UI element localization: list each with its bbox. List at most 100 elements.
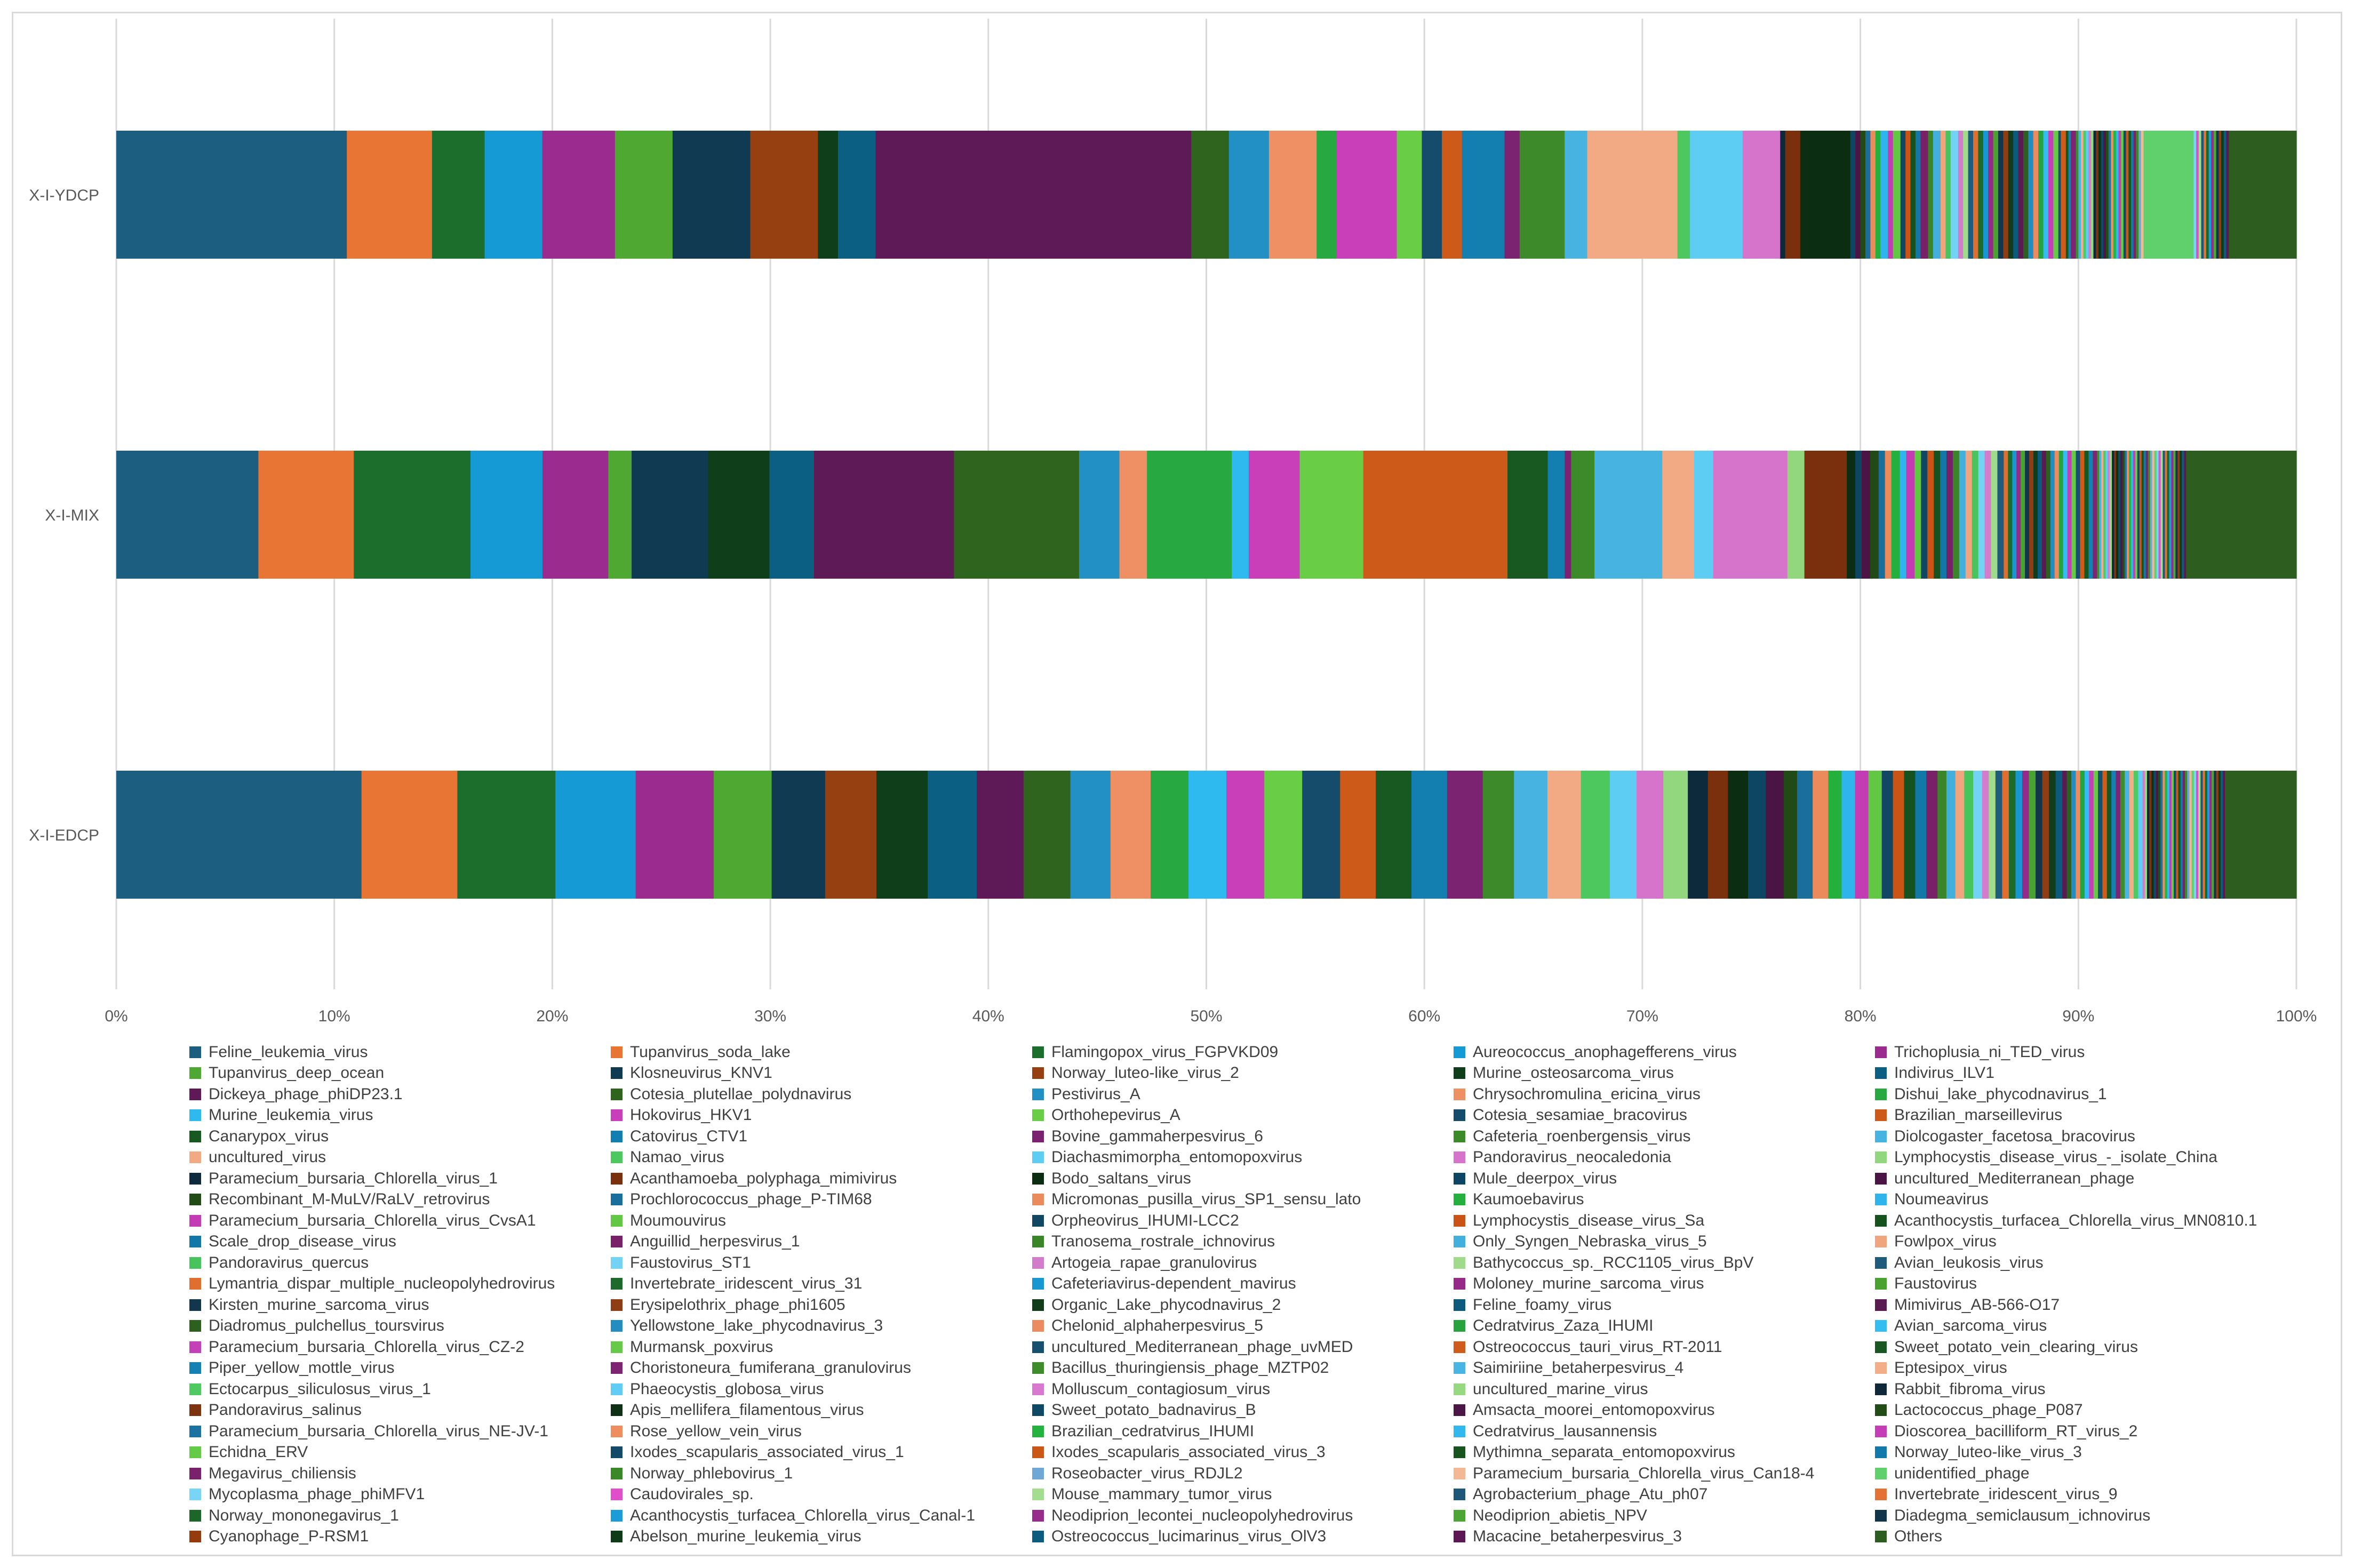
bar-segment	[2037, 451, 2042, 579]
bar-segment	[1447, 771, 1483, 899]
bar-segment	[2167, 451, 2170, 579]
bar-segment	[2149, 771, 2152, 899]
legend-label: Diadromus_pulchellus_toursvirus	[209, 1317, 444, 1335]
legend-item: uncultured_Mediterranean_phage_uvMED	[1032, 1337, 1454, 1358]
legend-label: Paramecium_bursaria_Chlorella_virus_CZ-2	[209, 1338, 524, 1356]
bar-segment	[813, 451, 954, 579]
legend-item: Avian_sarcoma_virus	[1875, 1316, 2296, 1337]
bar-segment	[1707, 771, 1728, 899]
bar-segment	[2111, 771, 2117, 899]
bar-segment	[1945, 131, 1951, 259]
bar-segment	[2085, 771, 2089, 899]
bars	[116, 131, 2297, 899]
bar-segment	[2041, 451, 2047, 579]
legend-label: Bovine_gammaherpesvirus_6	[1051, 1127, 1263, 1145]
bar-segment	[1868, 771, 1882, 899]
legend-label: Norway_mononegavirus_1	[209, 1506, 399, 1524]
legend-label: Acanthamoeba_polyphaga_mimivirus	[630, 1169, 897, 1187]
legend-item: Brazilian_marseillevirus	[1875, 1105, 2296, 1126]
legend-swatch	[611, 1383, 623, 1395]
bar-segment	[1662, 451, 1695, 579]
legend-item: Piper_yellow_mottle_virus	[189, 1358, 611, 1379]
legend-label: Moloney_murine_sarcoma_virus	[1473, 1275, 1704, 1293]
bar-segment	[1571, 451, 1595, 579]
legend-item: Mythimna_separata_entomopoxvirus	[1454, 1442, 1875, 1463]
bar-segment	[2101, 131, 2104, 259]
legend-item: Amsacta_moorei_entomopoxvirus	[1454, 1400, 1875, 1421]
legend: Feline_leukemia_virus Tupanvirus_soda_lak…	[189, 1042, 2296, 1554]
legend-swatch	[1032, 1257, 1044, 1269]
bar-segment	[1504, 131, 1520, 259]
bar-segment	[2063, 451, 2068, 579]
bar-segment	[2198, 131, 2202, 259]
legend-item: Pandoravirus_neocaledonia	[1454, 1147, 1875, 1169]
legend-swatch	[1454, 1067, 1465, 1079]
bar-segment	[837, 131, 876, 259]
bar-segment	[1860, 131, 1866, 259]
legend-swatch	[1032, 1531, 1044, 1543]
bar-segment	[2008, 131, 2014, 259]
legend-swatch	[189, 1194, 201, 1206]
bar-segment	[1934, 451, 1941, 579]
legend-swatch	[189, 1109, 201, 1122]
bar-segment	[2018, 131, 2024, 259]
stacked-bar-chart: X-I-YDCP X-I-MIX X-I-EDCP 0% 10% 20% 30% 40% 50…	[29, 19, 2317, 1025]
legend-item: Pestivirus_A	[1032, 1084, 1454, 1105]
bar-segment	[2120, 451, 2123, 579]
bar-segment	[2101, 451, 2104, 579]
legend-swatch	[1454, 1509, 1465, 1522]
bar-segment	[1982, 771, 1989, 899]
bar-segment	[2033, 451, 2038, 579]
bar-segment	[2021, 451, 2025, 579]
bar-segment	[2191, 771, 2195, 899]
bar-segment	[116, 131, 347, 259]
legend-item: Kaumoebavirus	[1454, 1189, 1875, 1211]
legend-swatch	[189, 1067, 201, 1079]
legend-item: Ostreococcus_lucimarinus_virus_OlV3	[1032, 1526, 1454, 1548]
bar-segment	[2116, 451, 2119, 579]
bar-segment	[1302, 771, 1340, 899]
legend-label: Pandoravirus_quercus	[209, 1253, 369, 1271]
bar-segment	[1299, 451, 1364, 579]
legend-label: Faustovirus_ST1	[630, 1253, 751, 1271]
legend-swatch	[611, 1257, 623, 1269]
legend-swatch	[189, 1236, 201, 1248]
legend-item: Murmansk_poxvirus	[611, 1337, 1032, 1358]
legend-item: Cyanophage_P-RSM1	[189, 1526, 611, 1548]
bar-segment	[2067, 451, 2072, 579]
bar-segment	[2218, 771, 2221, 899]
bar-segment	[470, 451, 543, 579]
legend-swatch	[1454, 1341, 1465, 1353]
legend-label: Yellowstone_lake_phycodnavirus_3	[630, 1317, 883, 1335]
category-labels: X-I-YDCP X-I-MIX X-I-EDCP	[29, 187, 99, 844]
legend-item: Murine_leukemia_virus	[189, 1105, 611, 1126]
legend-swatch	[1454, 1404, 1465, 1417]
legend-label: Mouse_mammary_tumor_virus	[1051, 1485, 1272, 1503]
legend-item: Yellowstone_lake_phycodnavirus_3	[611, 1316, 1032, 1337]
bar-segment	[2106, 771, 2112, 899]
bar-segment	[2203, 771, 2206, 899]
legend-swatch	[1875, 1214, 1887, 1227]
bar-segment	[1336, 131, 1398, 259]
legend-item: Aureococcus_anophagefferens_virus	[1454, 1042, 1875, 1063]
legend-label: Tupanvirus_soda_lake	[630, 1043, 791, 1061]
legend-label: Ostreococcus_tauri_virus_RT-2011	[1473, 1338, 1722, 1356]
x-tick-label: 30%	[754, 1007, 786, 1025]
bar-segment	[2176, 771, 2179, 899]
bar-segment	[2121, 131, 2124, 259]
legend-item: Chrysochromulina_ericina_virus	[1454, 1084, 1875, 1105]
legend-item: Neodiprion_abietis_NPV	[1454, 1505, 1875, 1526]
bar-segment	[2112, 451, 2114, 579]
legend-label: Mule_deerpox_virus	[1473, 1169, 1617, 1187]
bar-segment	[2068, 131, 2071, 259]
legend-item: Erysipelothrix_phage_phi1605	[611, 1294, 1032, 1316]
legend-swatch	[1454, 1194, 1465, 1206]
bar-segment	[1940, 451, 1947, 579]
legend-swatch	[1454, 1299, 1465, 1311]
legend-swatch	[189, 1257, 201, 1269]
bar-segment	[2050, 451, 2055, 579]
legend-label: uncultured_Mediterranean_phage	[1894, 1169, 2135, 1187]
bar-segment	[1998, 131, 2004, 259]
bar-segment	[2088, 131, 2092, 259]
bar-segment	[2133, 771, 2138, 899]
